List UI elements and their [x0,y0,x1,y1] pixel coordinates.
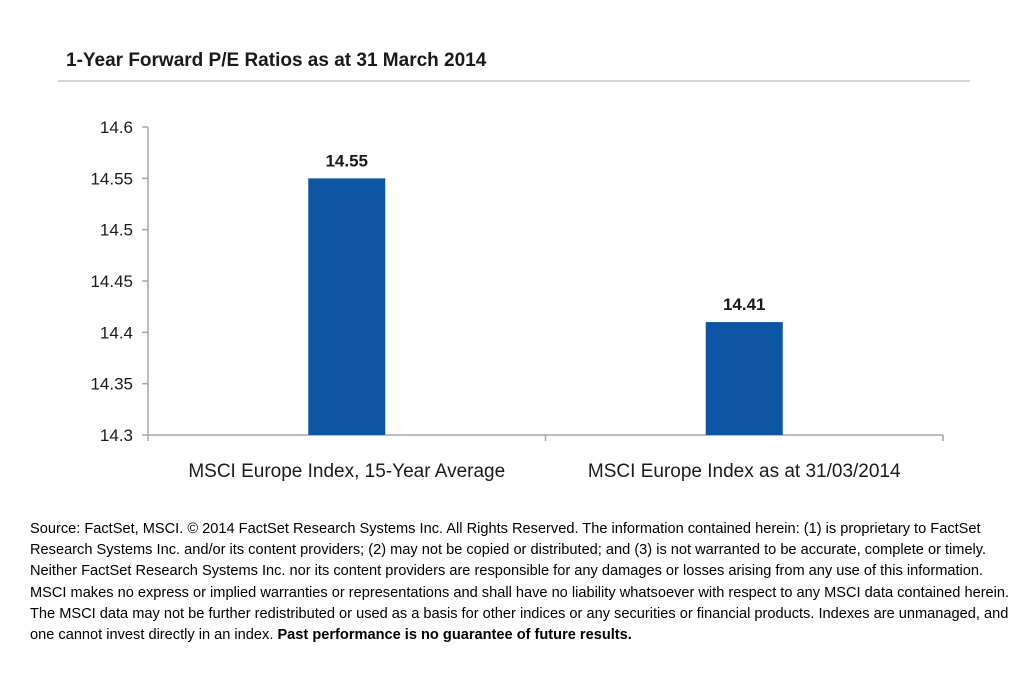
y-tick-label: 14.4 [100,323,133,342]
chart-title: 1-Year Forward P/E Ratios as at 31 March… [66,50,487,71]
footnote-emphasis: Past performance is no guarantee of futu… [277,627,632,644]
y-tick-label: 14.3 [100,426,133,445]
category-label: MSCI Europe Index as at 31/03/2014 [588,461,901,482]
title-divider [58,80,970,82]
category-label: MSCI Europe Index, 15-Year Average [188,461,505,482]
footnote-text: Source: FactSet, MSCI. © 2014 FactSet Re… [30,521,1010,644]
y-tick-label: 14.55 [90,169,133,188]
y-tick-label: 14.45 [90,272,133,291]
y-tick-label: 14.6 [100,118,133,137]
data-label: 14.41 [723,295,766,314]
data-label: 14.55 [325,151,368,170]
bar [308,178,386,436]
bar-chart: 14.3 14.35 14.4 14.45 14.5 14.55 14.6 14.55 MSCI… [90,118,944,482]
source-footnote: Source: FactSet, MSCI. © 2014 FactSet Re… [30,519,1015,646]
y-tick-label: 14.5 [100,221,133,240]
bar [705,322,783,435]
y-tick-label: 14.35 [90,375,133,394]
